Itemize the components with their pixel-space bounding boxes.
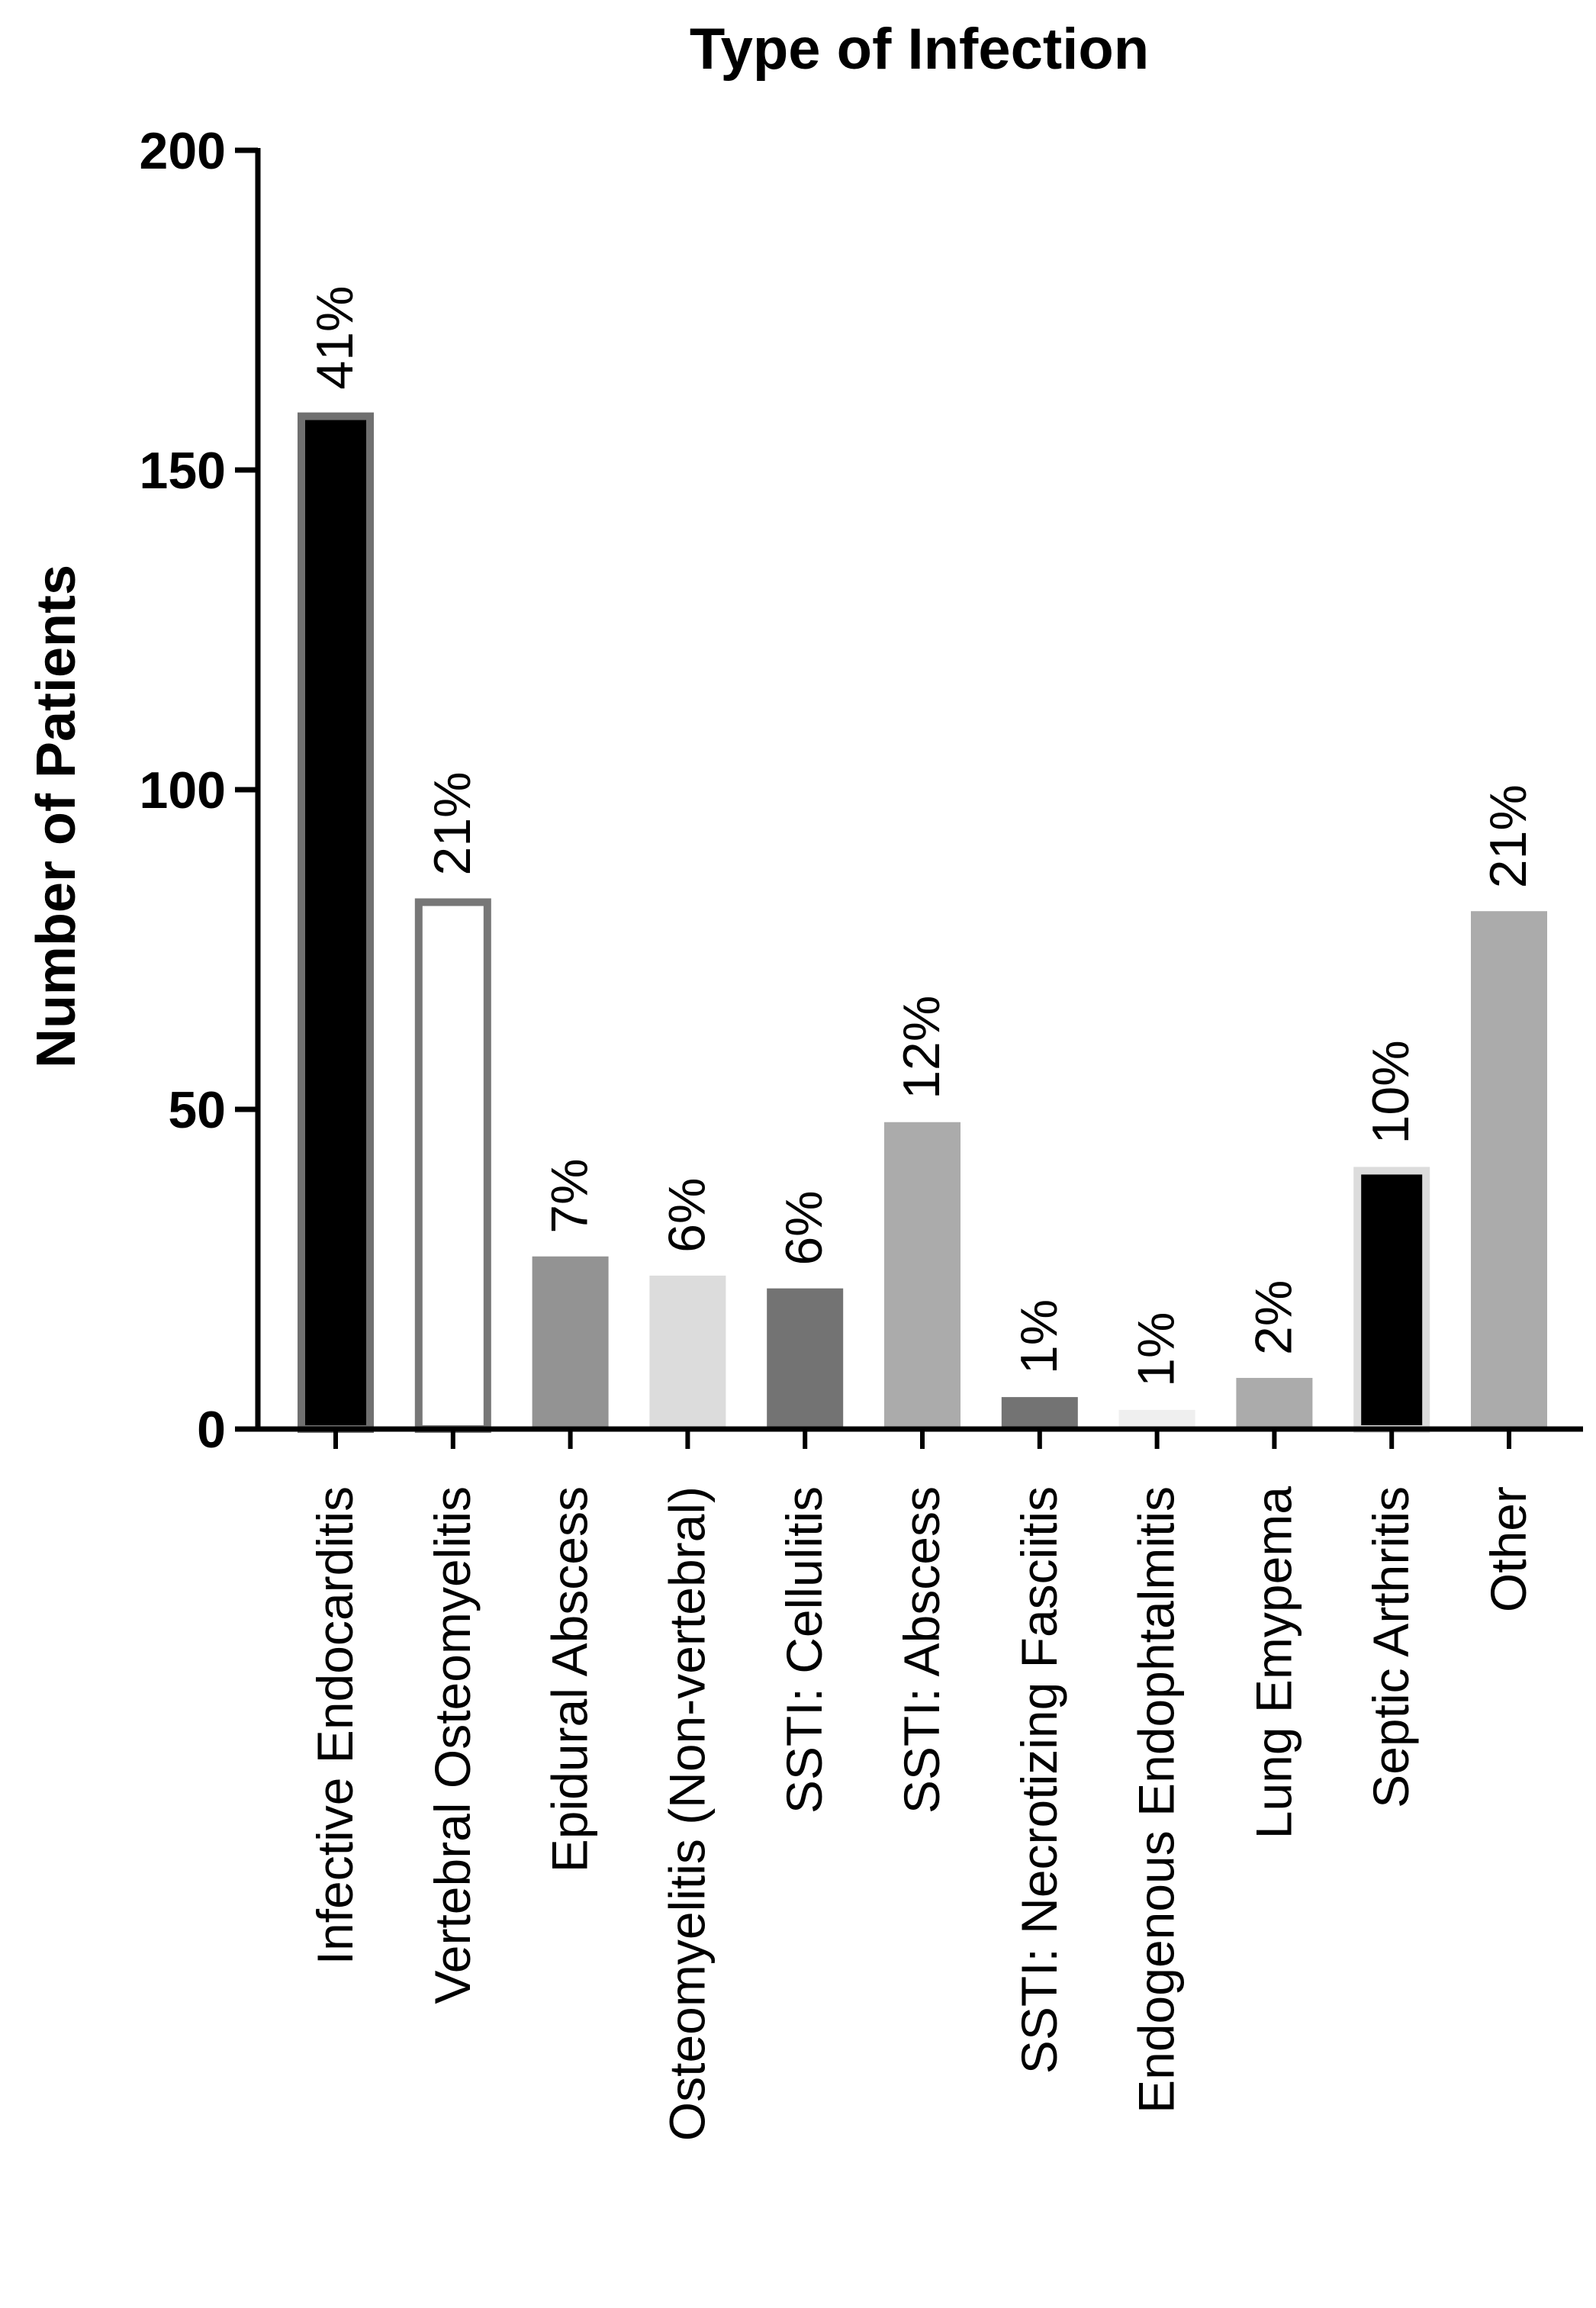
data-label-9: 2% <box>1244 1280 1302 1355</box>
data-labels-group: 41% 21% 7% 6% 6% 12% 1% 1% 2% 10% 21% <box>306 285 1537 1386</box>
chart-title: Type of Infection <box>690 17 1149 82</box>
bar-8 <box>1118 1409 1195 1429</box>
x-tick-label-6: SSTI: Abscess <box>893 1486 950 1814</box>
x-tick-label-9: Lung Emypema <box>1245 1486 1302 1840</box>
x-tick-label-1: Infective Endocarditis <box>307 1486 363 1965</box>
bar-3 <box>532 1256 609 1429</box>
y-axis-label: Number of Patients <box>26 565 87 1068</box>
data-label-7: 1% <box>1010 1299 1068 1374</box>
data-label-10: 10% <box>1362 1040 1420 1144</box>
bar-6 <box>884 1122 960 1429</box>
y-tick-label-50: 50 <box>168 1081 226 1139</box>
y-tick-label-0: 0 <box>197 1401 226 1459</box>
bar-5 <box>767 1288 844 1429</box>
data-label-8: 1% <box>1128 1312 1186 1387</box>
bar-4 <box>649 1275 726 1429</box>
data-label-1: 41% <box>306 285 364 389</box>
y-tick-label-200: 200 <box>140 122 226 180</box>
x-ticks-group: Infective Endocarditis Vertebral Osteomye… <box>307 1429 1536 2141</box>
y-ticks-group: 0 50 100 150 200 <box>140 122 258 1459</box>
bar-2 <box>414 898 491 1433</box>
bar-7 <box>1001 1397 1078 1429</box>
y-tick-label-150: 150 <box>140 442 226 500</box>
data-label-4: 6% <box>658 1178 716 1253</box>
data-label-5: 6% <box>775 1190 833 1265</box>
x-tick-label-4: Osteomyelitis (Non-vertebral) <box>658 1486 715 2141</box>
x-tick-label-7: SSTI: Necrotizing Fasciitis <box>1011 1486 1067 2074</box>
x-tick-label-11: Other <box>1480 1486 1536 1612</box>
x-tick-label-5: SSTI: Cellulitis <box>776 1486 832 1814</box>
x-tick-label-3: Epidural Abscess <box>542 1486 598 1872</box>
data-label-3: 7% <box>541 1158 599 1233</box>
bar-1 <box>298 412 374 1434</box>
bar-11 <box>1471 911 1547 1429</box>
x-tick-label-2: Vertebral Osteomyelitis <box>424 1486 481 2004</box>
data-label-6: 12% <box>893 996 951 1099</box>
bar-10 <box>1353 1167 1430 1434</box>
y-tick-label-100: 100 <box>140 761 226 819</box>
data-label-11: 21% <box>1479 784 1537 888</box>
x-tick-label-8: Endogenous Endophtalmitis <box>1128 1486 1185 2113</box>
x-tick-label-10: Septic Arthritis <box>1363 1486 1419 1808</box>
data-label-2: 21% <box>423 771 481 875</box>
bars-group <box>298 412 1547 1434</box>
bar-9 <box>1236 1377 1313 1429</box>
